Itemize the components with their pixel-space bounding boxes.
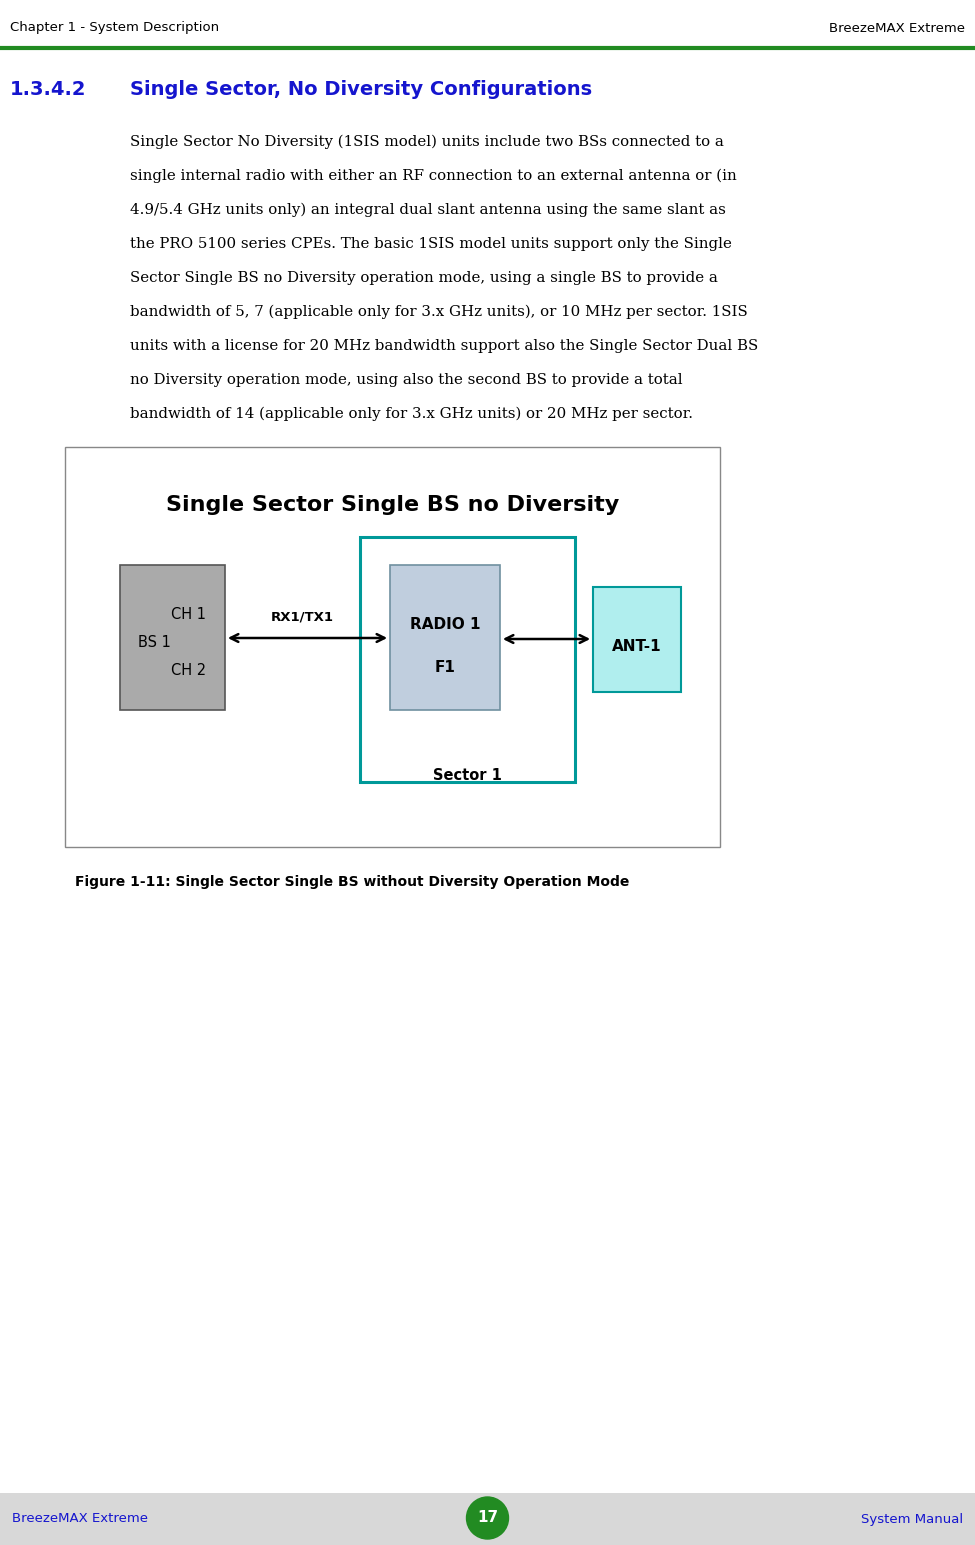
Text: BreezeMAX Extreme: BreezeMAX Extreme [829,22,965,34]
Bar [360,538,575,782]
Text: 4.9/5.4 GHz units only) an integral dual slant antenna using the same slant as: 4.9/5.4 GHz units only) an integral dual… [130,202,725,218]
Text: Single Sector Single BS no Diversity: Single Sector Single BS no Diversity [166,494,619,514]
Text: Sector Single BS no Diversity operation mode, using a single BS to provide a: Sector Single BS no Diversity operation … [130,270,718,284]
Bar [390,565,500,711]
Text: BreezeMAX Extreme: BreezeMAX Extreme [12,1513,148,1525]
Text: 1.3.4.2: 1.3.4.2 [10,80,87,99]
Text: RADIO 1: RADIO 1 [410,616,481,632]
Text: BS 1: BS 1 [138,635,171,650]
Text: the PRO 5100 series CPEs. The basic 1SIS model units support only the Single: the PRO 5100 series CPEs. The basic 1SIS… [130,236,732,250]
Text: RX1/TX1: RX1/TX1 [271,610,334,624]
Text: Sector 1: Sector 1 [433,768,502,783]
Text: Chapter 1 - System Description: Chapter 1 - System Description [10,22,219,34]
Text: bandwidth of 14 (applicable only for 3.x GHz units) or 20 MHz per sector.: bandwidth of 14 (applicable only for 3.x… [130,406,693,422]
Text: bandwidth of 5, 7 (applicable only for 3.x GHz units), or 10 MHz per sector. 1SI: bandwidth of 5, 7 (applicable only for 3… [130,304,748,320]
Text: CH 2: CH 2 [171,663,206,678]
Bar [593,587,681,692]
Text: System Manual: System Manual [861,1513,963,1525]
Text: units with a license for 20 MHz bandwidth support also the Single Sector Dual BS: units with a license for 20 MHz bandwidt… [130,338,759,352]
Text: Single Sector No Diversity (1SIS model) units include two BSs connected to a: Single Sector No Diversity (1SIS model) … [130,134,723,150]
Text: Figure 1-11: Single Sector Single BS without Diversity Operation Mode: Figure 1-11: Single Sector Single BS wit… [75,874,630,888]
Bar [120,565,225,711]
Bar [65,447,720,847]
Text: CH 1: CH 1 [171,607,206,623]
Bar [0,1492,975,1545]
Circle shape [466,1497,509,1539]
Text: single internal radio with either an RF connection to an external antenna or (in: single internal radio with either an RF … [130,168,737,184]
Text: F1: F1 [435,660,455,675]
Text: no Diversity operation mode, using also the second BS to provide a total: no Diversity operation mode, using also … [130,372,682,386]
Text: ANT-1: ANT-1 [612,640,662,654]
Text: 17: 17 [477,1511,498,1525]
Text: Single Sector, No Diversity Configurations: Single Sector, No Diversity Configuratio… [130,80,592,99]
